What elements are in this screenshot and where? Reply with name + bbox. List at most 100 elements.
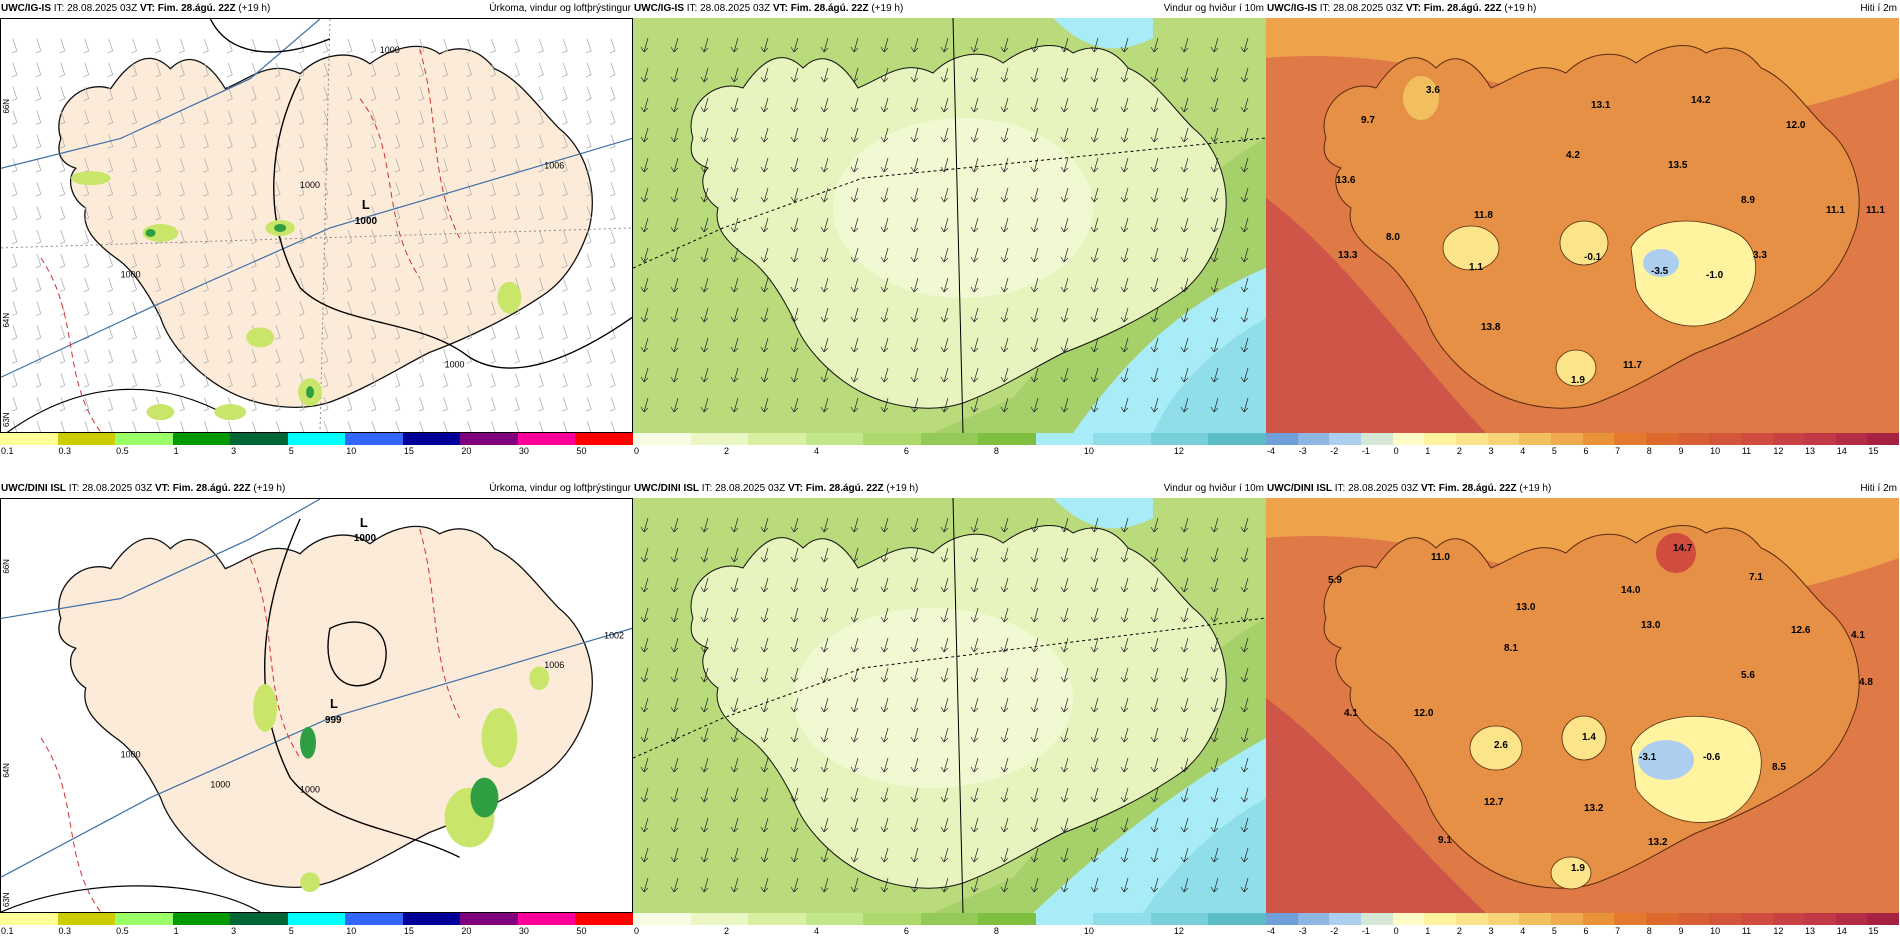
legend-color-swatch (1740, 913, 1773, 925)
legend-tick-label: 2 (1456, 926, 1462, 936)
wind-barb (418, 373, 425, 388)
low-pressure-symbol: L (330, 696, 338, 711)
wind-arrow (1090, 877, 1099, 893)
wind-arrow (850, 607, 859, 623)
wind-barb (394, 301, 401, 316)
wind-arrow (1030, 547, 1039, 563)
wind-arrow (1090, 847, 1099, 863)
wind-barb (227, 301, 233, 316)
wind-arrow (790, 247, 799, 263)
wind-arrow (1060, 787, 1069, 803)
legend-color-swatch (690, 433, 749, 445)
wind-barb (585, 110, 592, 125)
wind-barb (418, 349, 425, 364)
legend-tick-label: 7 (1615, 446, 1621, 456)
temperature-value: -3.5 (1651, 266, 1669, 277)
wind-barb (11, 182, 18, 197)
wind-arrow (760, 517, 769, 533)
wind-arrow (1240, 727, 1249, 743)
legend-color-swatch (172, 913, 231, 925)
wind-barb (585, 277, 592, 293)
wind-arrow (640, 217, 649, 233)
wind-barb (227, 229, 233, 245)
valid-time: Fim. 28.ágú. 22Z (1423, 3, 1502, 14)
wind-arrow (1150, 157, 1159, 173)
wind-arrow (1090, 577, 1099, 593)
legend-color-swatch (1424, 913, 1456, 925)
wind-arrow (910, 877, 919, 893)
wind-barb (107, 253, 114, 269)
wind-arrow (1150, 127, 1159, 143)
wind-barb (538, 86, 544, 101)
wind-arrow (1150, 307, 1159, 323)
wind-barb (59, 110, 66, 125)
wind-arrow (940, 877, 949, 893)
wind-arrow (640, 817, 649, 833)
wind-arrow (700, 757, 709, 773)
wind-barb (538, 420, 544, 432)
wind-arrow (910, 547, 919, 563)
wind-arrow (970, 697, 979, 713)
wind-arrow (1000, 787, 1009, 803)
temperature-value: 11.0 (1431, 552, 1450, 563)
legend-color-swatch (172, 433, 231, 445)
wind-barb (155, 349, 161, 364)
legend-tick-label: -3 (1298, 926, 1307, 936)
temperature-value: -3.1 (1639, 752, 1657, 763)
wind-arrow (910, 247, 919, 263)
wind-arrow (820, 877, 829, 893)
wind-arrow (1060, 877, 1069, 893)
wind-barb (35, 86, 42, 101)
wind-arrow (670, 337, 679, 353)
wind-arrow (970, 337, 979, 353)
wind-arrow (1120, 637, 1129, 653)
wind-arrow (790, 667, 799, 683)
wind-arrow (670, 607, 679, 623)
lat-label: 63N (2, 412, 11, 427)
wind-barb (514, 86, 520, 101)
wind-barb (346, 38, 353, 54)
wind-arrow (700, 337, 709, 353)
legend-tick-label: 0.3 (58, 926, 72, 936)
wind-barb (83, 110, 90, 125)
wind-arrow (940, 727, 949, 743)
wind-barb (203, 349, 209, 364)
wind-arrow (1150, 577, 1159, 593)
wind-arrow (1120, 817, 1129, 833)
wind-barb (35, 134, 42, 149)
wind-barb (538, 253, 544, 269)
wind-barb (490, 182, 496, 197)
wind-barb (59, 38, 66, 54)
wind-arrow (700, 877, 709, 893)
wind-arrow (1060, 817, 1069, 833)
temperature-value: 14.2 (1691, 95, 1711, 106)
wind-barb (418, 205, 425, 221)
wind-arrow (640, 757, 649, 773)
legend-color-swatch (287, 913, 346, 925)
wind-arrow (1150, 877, 1159, 893)
wind-arrow (790, 607, 799, 623)
wind-arrow (970, 247, 979, 263)
wind-arrow (1120, 187, 1129, 203)
wind-barb (227, 158, 233, 173)
wind-barb (418, 134, 425, 149)
wind-arrow (670, 187, 679, 203)
wind-arrow (640, 517, 649, 533)
wind-barb (609, 62, 616, 78)
wind-arrow (1090, 367, 1099, 383)
wind-barb (107, 397, 114, 412)
wind-arrow (940, 847, 949, 863)
wind-barb (108, 420, 113, 432)
wind-arrow (790, 67, 799, 83)
lat-label: 64N (2, 763, 11, 778)
temperature-map: 3.6 9.7 13.1 14.2 12.0 11.1 4.2 13.5 13.6 11.8 8.9… (1266, 18, 1899, 433)
wind-arrow (1210, 217, 1219, 233)
lead-time: (+19 h) (1519, 483, 1552, 494)
valid-time: Fim. 28.ágú. 22Z (172, 483, 251, 494)
wind-arrow (820, 547, 829, 563)
wind-arrow (940, 247, 949, 263)
panel-header: UWC/IG-IS IT: 28.08.2025 03Z VT: Fim. 28… (633, 0, 1266, 17)
legend-color-swatch (0, 913, 58, 925)
wind-arrow (1210, 787, 1219, 803)
wind-barb (418, 86, 425, 101)
